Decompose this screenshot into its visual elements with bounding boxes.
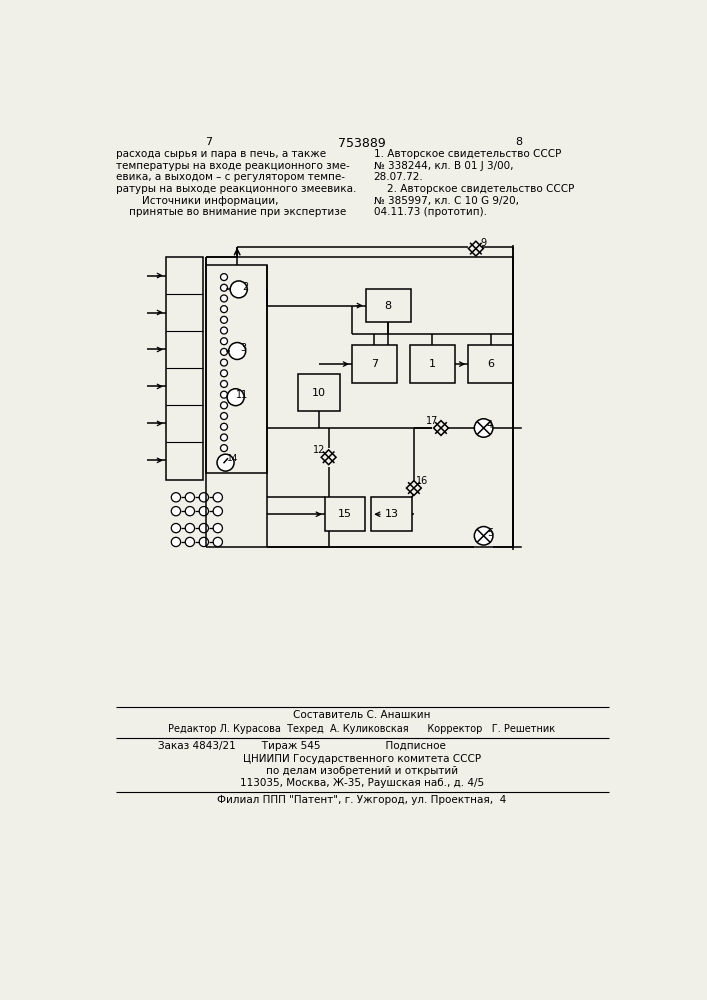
Text: 1: 1 bbox=[429, 359, 436, 369]
Text: 14: 14 bbox=[227, 454, 238, 463]
Bar bbox=[410, 345, 455, 383]
Text: 16: 16 bbox=[416, 476, 428, 486]
Bar bbox=[371, 497, 411, 531]
Text: Редактор Л. Курасова  Техред  А. Куликовская      Корректор   Г. Решетник: Редактор Л. Курасова Техред А. Куликовск… bbox=[168, 724, 556, 734]
Circle shape bbox=[213, 523, 223, 533]
Text: 2: 2 bbox=[242, 282, 248, 292]
Text: 3: 3 bbox=[240, 343, 247, 353]
Text: Заказ 4843/21        Тираж 545                    Подписное: Заказ 4843/21 Тираж 545 Подписное bbox=[158, 741, 446, 751]
Circle shape bbox=[171, 507, 180, 516]
Bar bbox=[166, 257, 203, 480]
Text: 15: 15 bbox=[338, 509, 352, 519]
Circle shape bbox=[221, 455, 228, 462]
Text: 17: 17 bbox=[426, 416, 438, 426]
Text: Составитель С. Анашкин: Составитель С. Анашкин bbox=[293, 710, 431, 720]
Circle shape bbox=[213, 493, 223, 502]
Text: 7: 7 bbox=[370, 359, 378, 369]
Circle shape bbox=[221, 284, 228, 291]
Text: 113035, Москва, Ж-35, Раушская наб., д. 4/5: 113035, Москва, Ж-35, Раушская наб., д. … bbox=[240, 778, 484, 788]
Text: 1. Авторское свидетельство СССР
№ 338244, кл. В 01 J 3/00,
28.07.72.
    2. Авто: 1. Авторское свидетельство СССР № 338244… bbox=[373, 149, 574, 217]
Circle shape bbox=[185, 507, 194, 516]
Text: 5: 5 bbox=[486, 528, 493, 538]
Text: по делам изобретений и открытий: по делам изобретений и открытий bbox=[266, 766, 458, 776]
Circle shape bbox=[221, 327, 228, 334]
Text: 13: 13 bbox=[385, 509, 399, 519]
Bar bbox=[298, 374, 340, 411]
Text: 12: 12 bbox=[313, 445, 325, 455]
Circle shape bbox=[199, 507, 209, 516]
Bar bbox=[325, 497, 365, 531]
Circle shape bbox=[185, 493, 194, 502]
Text: 753889: 753889 bbox=[338, 137, 386, 150]
Circle shape bbox=[221, 359, 228, 366]
Bar bbox=[366, 289, 411, 322]
Text: расхода сырья и пара в печь, а также
температуры на входе реакционного зме-
евик: расхода сырья и пара в печь, а также тем… bbox=[115, 149, 356, 217]
Circle shape bbox=[199, 493, 209, 502]
Circle shape bbox=[474, 419, 493, 437]
Circle shape bbox=[221, 434, 228, 441]
Circle shape bbox=[221, 370, 228, 377]
Circle shape bbox=[217, 454, 234, 471]
Circle shape bbox=[221, 306, 228, 313]
Text: Филиал ППП "Патент", г. Ужгород, ул. Проектная,  4: Филиал ППП "Патент", г. Ужгород, ул. Про… bbox=[217, 795, 507, 805]
Circle shape bbox=[213, 507, 223, 516]
Text: 8: 8 bbox=[515, 137, 522, 147]
Circle shape bbox=[221, 274, 228, 281]
Text: 7: 7 bbox=[205, 137, 212, 147]
Circle shape bbox=[185, 537, 194, 547]
Circle shape bbox=[228, 343, 246, 359]
Bar bbox=[206, 265, 267, 473]
Circle shape bbox=[199, 523, 209, 533]
Circle shape bbox=[221, 391, 228, 398]
Text: 8: 8 bbox=[385, 301, 392, 311]
Circle shape bbox=[221, 316, 228, 323]
Text: 9: 9 bbox=[481, 238, 486, 248]
Circle shape bbox=[213, 537, 223, 547]
Circle shape bbox=[199, 537, 209, 547]
Circle shape bbox=[221, 423, 228, 430]
Circle shape bbox=[185, 523, 194, 533]
Text: ЦНИИПИ Государственного комитета СССР: ЦНИИПИ Государственного комитета СССР bbox=[243, 754, 481, 764]
Circle shape bbox=[230, 281, 247, 298]
Bar bbox=[468, 345, 513, 383]
Circle shape bbox=[221, 445, 228, 452]
Circle shape bbox=[171, 537, 180, 547]
Circle shape bbox=[227, 389, 244, 406]
Circle shape bbox=[221, 348, 228, 355]
Circle shape bbox=[171, 493, 180, 502]
Text: 4: 4 bbox=[486, 420, 493, 430]
Text: 10: 10 bbox=[312, 388, 326, 398]
Bar bbox=[352, 345, 397, 383]
Circle shape bbox=[221, 338, 228, 345]
Text: 11: 11 bbox=[236, 389, 249, 399]
Circle shape bbox=[221, 402, 228, 409]
Circle shape bbox=[221, 381, 228, 387]
Circle shape bbox=[221, 413, 228, 420]
Circle shape bbox=[221, 295, 228, 302]
Circle shape bbox=[171, 523, 180, 533]
Text: 6: 6 bbox=[487, 359, 494, 369]
Circle shape bbox=[474, 527, 493, 545]
